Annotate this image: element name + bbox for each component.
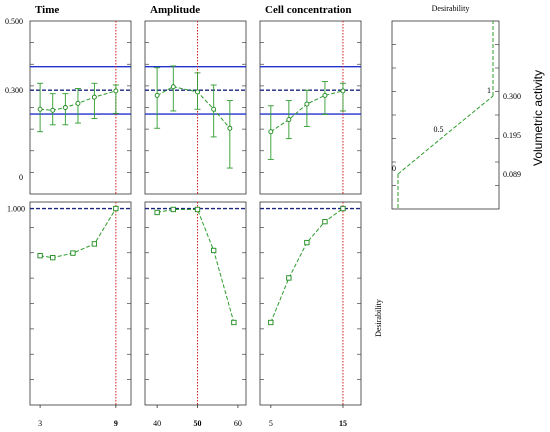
- prediction-point: [227, 125, 233, 131]
- prediction-panel-frame: [29, 20, 132, 195]
- desirability-point: [70, 250, 76, 256]
- x-tick-label: 9: [114, 419, 118, 428]
- desirability-point: [268, 319, 274, 326]
- desirability-panel-frame: [144, 201, 247, 406]
- prediction-point: [113, 88, 119, 94]
- desirability-row-label: Desirability: [374, 299, 383, 337]
- desirability-curve: [157, 209, 235, 323]
- desirability-y-tick-label: 1.000: [7, 205, 25, 214]
- prediction-curve: [40, 90, 117, 111]
- x-tick-label: 40: [153, 419, 161, 428]
- prediction-y-tick-label: 0.500: [5, 17, 23, 26]
- response-desirability-title: Desirability: [432, 4, 470, 13]
- response-desirability-y-tick-label: 0.300: [503, 92, 521, 101]
- factor-title: Amplitude: [150, 4, 200, 16]
- desirability-point: [37, 253, 43, 259]
- prediction-point: [195, 89, 200, 95]
- desirability-point: [286, 275, 292, 281]
- x-tick-label: 60: [234, 419, 242, 428]
- prediction-point: [91, 94, 97, 100]
- prediction-y-tick-label: 0.300: [5, 86, 23, 95]
- desirability-point: [322, 218, 328, 225]
- desirability-point: [304, 239, 310, 246]
- desirability-panel-frame: [259, 201, 362, 406]
- x-tick-label: 50: [194, 419, 202, 428]
- response-desirability-panel-frame: [391, 20, 500, 210]
- desirability-point: [194, 206, 201, 213]
- x-tick-label: 15: [339, 419, 347, 428]
- prediction-point: [154, 92, 160, 98]
- response-y-axis-label: Volumetric activity: [531, 70, 545, 166]
- desirability-point: [50, 255, 56, 261]
- prediction-point: [322, 92, 328, 98]
- prediction-point: [286, 117, 292, 123]
- prediction-point: [62, 105, 68, 110]
- prediction-point: [211, 106, 217, 112]
- prediction-point: [268, 129, 274, 135]
- desirability-point: [170, 206, 176, 213]
- prediction-point: [75, 100, 81, 106]
- desirability-point: [91, 241, 98, 247]
- response-desirability-point-label: 0.5: [434, 125, 444, 134]
- prediction-panel-frame: [259, 20, 362, 195]
- desirability-point: [154, 209, 160, 216]
- response-desirability-y-tick-label: 0.089: [503, 170, 521, 179]
- x-tick-label: 5: [269, 419, 273, 428]
- desirability-point: [211, 247, 217, 254]
- prediction-point: [304, 101, 310, 107]
- x-tick-label: 3: [38, 419, 42, 428]
- response-desirability-point-label: 0: [392, 164, 396, 173]
- prediction-point: [37, 106, 43, 112]
- prediction-point: [50, 107, 56, 113]
- desirability-point: [340, 205, 346, 212]
- desirability-point: [113, 205, 119, 212]
- response-desirability-y-tick-label: 0.195: [503, 131, 521, 140]
- prediction-panel-frame: [144, 20, 247, 195]
- response-desirability-point-label: 1: [487, 86, 491, 95]
- response-desirability-curve: [397, 95, 494, 175]
- prediction-y-tick-label: 0: [19, 173, 23, 182]
- factor-title: Cell concentration: [265, 4, 351, 16]
- prediction-point: [340, 88, 346, 94]
- desirability-point: [231, 319, 237, 326]
- factor-title: Time: [35, 4, 59, 16]
- prediction-point: [170, 84, 176, 90]
